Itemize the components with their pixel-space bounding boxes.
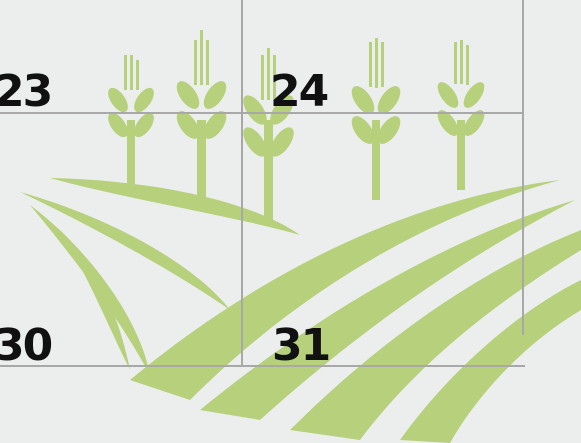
day-number[interactable]: 23	[0, 66, 51, 117]
day-number[interactable]: 24	[270, 66, 328, 117]
calendar-view: 23 24 30 31	[0, 0, 581, 443]
day-number[interactable]: 30	[0, 320, 52, 371]
day-number[interactable]: 31	[272, 320, 329, 371]
page: 23 24 30 31 (() => { const data = JSON.p…	[0, 0, 581, 443]
